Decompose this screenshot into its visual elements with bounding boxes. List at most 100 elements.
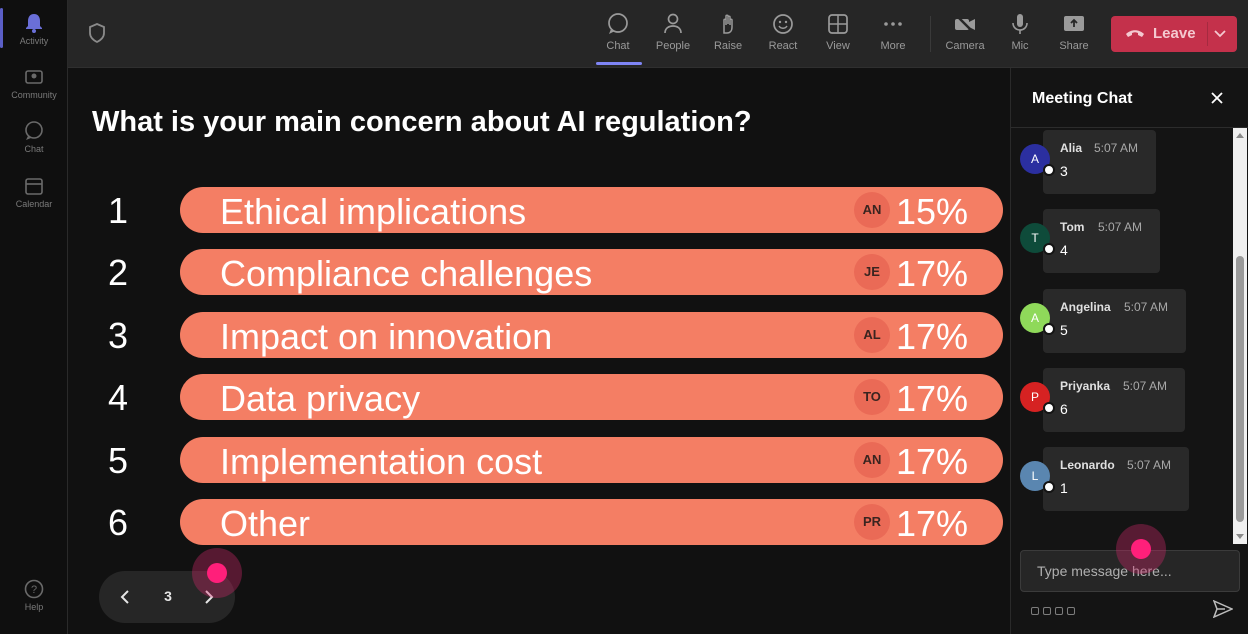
poll-option-bar[interactable]: Impact on innovation AL 17% — [180, 312, 1003, 358]
leave-button[interactable]: Leave — [1111, 16, 1237, 52]
message-text: 1 — [1060, 480, 1068, 496]
close-icon[interactable] — [1209, 90, 1225, 106]
community-icon — [25, 70, 43, 84]
option-number: 3 — [107, 315, 129, 356]
chat-bubble-icon — [608, 13, 628, 34]
toolbar-label: Camera — [945, 40, 985, 52]
option-label: Impact on innovation — [220, 316, 553, 357]
option-number: 6 — [107, 502, 129, 543]
rail-item-activity[interactable]: Activity — [0, 12, 68, 46]
smiley-icon — [773, 14, 793, 34]
grid-view-icon — [828, 14, 848, 34]
toolbar-more-button[interactable]: More — [866, 10, 920, 64]
toolbar-label: Share — [1059, 40, 1089, 52]
presence-status — [1043, 481, 1055, 493]
voter-avatar: AN — [854, 192, 890, 228]
toolbar-label: View — [826, 40, 850, 52]
chevron-left-icon[interactable] — [115, 587, 135, 607]
presence-status — [1043, 402, 1055, 414]
scroll-down-icon[interactable] — [1235, 531, 1245, 541]
toolbar-label: Chat — [606, 40, 630, 52]
help-icon: ? — [24, 579, 44, 599]
message-bubble: Tom 5:07 AM 4 — [1043, 209, 1160, 273]
toolbar-view-button[interactable]: View — [811, 10, 865, 64]
toolbar-chat-button[interactable]: Chat — [591, 10, 645, 64]
sender-name: Angelina — [1060, 300, 1111, 314]
chat-message: Angelina 5:07 AM 5 A — [1011, 289, 1211, 353]
sender-name: Leonardo — [1060, 458, 1115, 472]
toolbar-people-button[interactable]: People — [646, 10, 700, 64]
scroll-thumb[interactable] — [1236, 256, 1244, 522]
option-label: Data privacy — [220, 378, 421, 419]
click-indicator — [192, 548, 242, 598]
emoji-icon[interactable] — [1055, 607, 1063, 615]
click-indicator — [1116, 524, 1166, 574]
rail-item-calendar[interactable]: Calendar — [0, 175, 68, 209]
leave-divider — [1207, 22, 1208, 46]
toolbar-react-button[interactable]: React — [756, 10, 810, 64]
message-time: 5:07 AM — [1098, 220, 1143, 234]
message-time: 5:07 AM — [1127, 458, 1172, 472]
option-label: Other — [220, 503, 311, 544]
scroll-up-icon[interactable] — [1235, 131, 1245, 141]
toolbar-share-button[interactable]: Share — [1047, 10, 1101, 64]
presence-status — [1043, 323, 1055, 335]
phone-hangup-icon — [1126, 30, 1144, 37]
poll-option-bar[interactable]: Compliance challenges JE 17% — [180, 249, 1003, 295]
message-bubble: Leonardo 5:07 AM 1 — [1043, 447, 1189, 511]
bell-icon — [26, 14, 42, 33]
chat-icon — [25, 121, 43, 140]
camera-off-icon — [955, 14, 975, 34]
avatar[interactable]: L — [1020, 461, 1050, 491]
poll-option-bar[interactable]: Data privacy TO 17% — [180, 374, 1003, 420]
meeting-toolbar: Chat People Raise React View More Camera… — [68, 0, 1248, 68]
message-time: 5:07 AM — [1124, 300, 1169, 314]
share-screen-icon — [1064, 16, 1084, 31]
format-icon[interactable] — [1031, 607, 1039, 615]
message-time: 5:07 AM — [1123, 379, 1168, 393]
toolbar-camera-button[interactable]: Camera — [938, 10, 992, 64]
chevron-down-icon[interactable] — [1213, 26, 1227, 40]
rail-label: Chat — [24, 144, 44, 154]
poll-stage: What is your main concern about AI regul… — [68, 68, 1010, 634]
toolbar-label: Mic — [1011, 40, 1029, 52]
message-text: 4 — [1060, 242, 1068, 258]
toolbar-label: More — [880, 40, 906, 52]
poll-option-bar[interactable]: Implementation cost AN 17% — [180, 437, 1003, 483]
option-number: 2 — [107, 252, 129, 293]
presence-status — [1043, 164, 1055, 176]
chat-message-input[interactable] — [1020, 550, 1240, 592]
toolbar-mic-button[interactable]: Mic — [993, 10, 1047, 64]
chevron-right-icon[interactable] — [199, 587, 219, 607]
sender-name: Tom — [1060, 220, 1085, 234]
option-percentage: 17% — [896, 441, 969, 482]
chat-title: Meeting Chat — [1032, 90, 1133, 107]
chat-scrollbar[interactable] — [1233, 128, 1247, 544]
rail-item-chat[interactable]: Chat — [0, 120, 68, 154]
page-number: 3 — [164, 588, 172, 604]
message-text: 6 — [1060, 401, 1068, 417]
poll-option-bar[interactable]: Other PR 17% — [180, 499, 1003, 545]
poll-question: What is your main concern about AI regul… — [92, 106, 752, 138]
option-percentage: 15% — [896, 191, 969, 232]
rail-item-community[interactable]: Community — [0, 66, 68, 100]
shield-icon[interactable] — [86, 22, 108, 44]
toolbar-raise-button[interactable]: Raise — [701, 10, 755, 64]
voter-avatar: TO — [854, 379, 890, 415]
attach-icon[interactable] — [1043, 607, 1051, 615]
chat-message: Leonardo 5:07 AM 1 L — [1011, 447, 1211, 511]
sender-name: Alia — [1060, 141, 1083, 155]
voter-avatar: AN — [854, 442, 890, 478]
app-rail: Activity Community Chat Calendar ? Help — [0, 0, 68, 634]
calendar-icon — [25, 178, 43, 195]
poll-option-bar[interactable]: Ethical implications AN 15% — [180, 187, 1003, 233]
gif-icon[interactable] — [1067, 607, 1075, 615]
chat-active-indicator — [596, 62, 642, 65]
chat-header: Meeting Chat — [1011, 68, 1248, 128]
rail-item-help[interactable]: ? Help — [0, 578, 68, 612]
rail-label: Activity — [19, 36, 49, 46]
rail-label: Help — [24, 602, 44, 612]
toolbar-label: React — [768, 40, 798, 52]
send-icon[interactable] — [1213, 600, 1233, 618]
message-text: 3 — [1060, 163, 1068, 179]
